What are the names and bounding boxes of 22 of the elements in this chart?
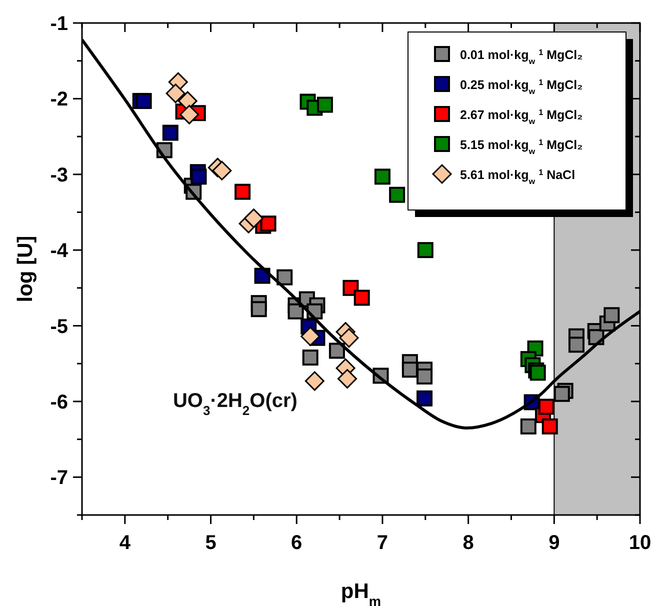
x-tick-label: 6 [291,532,302,554]
y-tick-label: -5 [50,316,68,338]
legend-label: 5.15 mol·kg$_{w}$ $^{1}$ MgCl₂ [460,138,583,156]
x-tick-label: 8 [462,532,474,554]
y-tick-label: -3 [50,164,68,186]
y-tick-label: -2 [50,88,68,111]
annotation: UO$_{3}$·2H$_{2}$O(cr) [172,390,298,418]
x-tick-label: 9 [548,532,560,554]
x-tick-label: 7 [376,532,388,554]
legend-label: 2.67 mol·kg$_{w}$ $^{1}$ MgCl₂ [460,108,583,126]
legend-label: 5.61 mol·kg$_{w}$ $^{1}$ NaCl [460,168,576,186]
y-tick-label: -1 [50,13,68,35]
x-tick-label: 5 [205,532,216,554]
legend-label: 0.01 mol·kg$_{w}$ $^{1}$ MgCl₂ [460,48,583,66]
legend-label: 0.25 mol·kg$_{w}$ $^{1}$ MgCl₂ [460,78,583,96]
y-axis-title: log [U] [14,236,37,302]
y-tick-label: -6 [50,391,68,414]
x-tick-label: 10 [628,532,652,554]
x-axis-title: pH$_{m}$ [340,580,382,606]
y-tick-label: -4 [50,240,69,262]
y-tick-label: -7 [50,467,68,490]
x-tick-label: 4 [119,532,132,554]
